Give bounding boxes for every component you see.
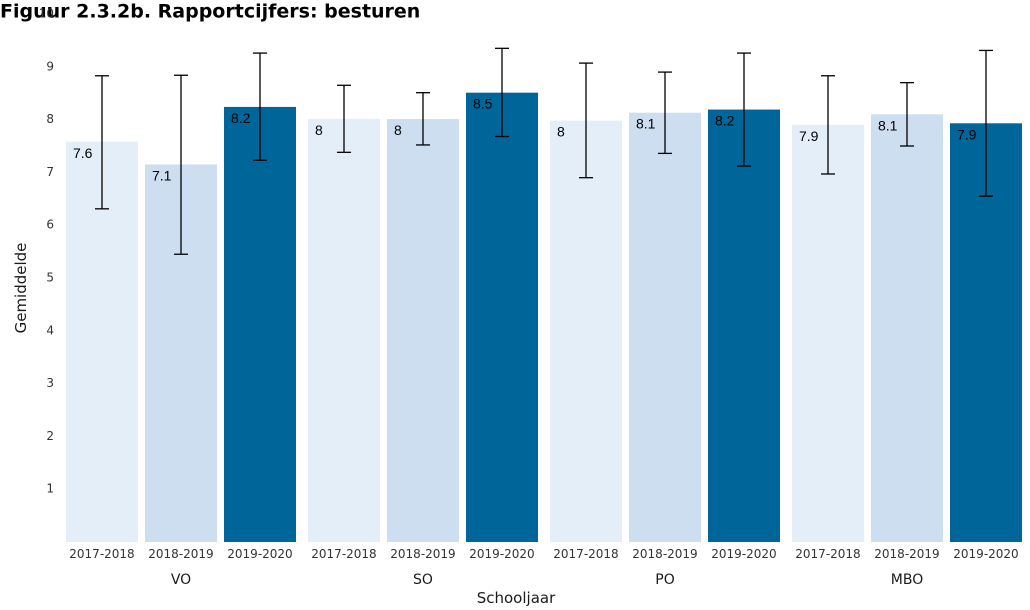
bar xyxy=(550,120,622,542)
data-label: 8 xyxy=(557,124,565,140)
data-label: 7.6 xyxy=(73,145,93,161)
data-label: 8.2 xyxy=(715,113,735,129)
bar xyxy=(466,92,538,542)
group-label: SO xyxy=(413,572,433,588)
x-tick-label: 2019-2020 xyxy=(711,547,776,561)
chart-title: Figuur 2.3.2b. Rapportcijfers: besturen xyxy=(0,1,420,23)
y-tick-label: 3 xyxy=(46,376,54,390)
y-tick-label: 8 xyxy=(46,112,54,126)
y-tick-label: 7 xyxy=(46,165,54,179)
x-tick-label: 2018-2019 xyxy=(148,547,213,561)
x-tick-label: 2017-2018 xyxy=(69,547,134,561)
y-tick-label: 2 xyxy=(46,429,54,443)
group-label: PO xyxy=(655,572,674,588)
y-tick-label: 5 xyxy=(46,271,54,285)
group-label: VO xyxy=(171,572,191,588)
data-label: 8 xyxy=(394,122,402,138)
bar xyxy=(308,119,380,543)
x-tick-label: 2017-2018 xyxy=(553,547,618,561)
x-tick-label: 2017-2018 xyxy=(311,547,376,561)
y-tick-label: 9 xyxy=(46,59,54,73)
x-axis-title: Schooljaar xyxy=(477,589,556,607)
bar xyxy=(224,106,296,542)
data-label: 8 xyxy=(315,122,323,138)
data-label: 7.9 xyxy=(957,126,977,142)
x-tick-label: 2018-2019 xyxy=(632,547,697,561)
data-label: 8.1 xyxy=(636,116,656,132)
x-tick-label: 2019-2020 xyxy=(469,547,534,561)
x-axis: 2017-2018 2018-2019 2019-2020 VO 2017-2018 20… xyxy=(69,547,1018,588)
y-axis: 1 2 3 4 5 6 7 8 9 10 xyxy=(39,7,54,496)
bar xyxy=(871,114,943,542)
bar xyxy=(387,119,459,543)
x-tick-label: 2017-2018 xyxy=(795,547,860,561)
bar xyxy=(792,124,864,542)
x-tick-label: 2018-2019 xyxy=(874,547,939,561)
data-labels: 7.6 7.1 8.2 8 8 8.5 8 8.1 8.2 7.9 8.1 7.9 xyxy=(73,96,977,184)
data-label: 8.5 xyxy=(473,96,493,112)
bar xyxy=(629,112,701,543)
bar xyxy=(708,109,780,543)
y-tick-label: 6 xyxy=(46,218,54,232)
data-label: 7.1 xyxy=(152,167,172,183)
group-label: MBO xyxy=(891,572,923,588)
y-tick-label: 10 xyxy=(39,7,54,21)
y-tick-label: 4 xyxy=(46,323,54,337)
y-axis-title: Gemiddelde xyxy=(12,243,30,334)
x-tick-label: 2018-2019 xyxy=(390,547,455,561)
data-label: 8.2 xyxy=(231,110,251,126)
x-tick-label: 2019-2020 xyxy=(227,547,292,561)
data-label: 8.1 xyxy=(878,117,898,133)
bars xyxy=(66,92,1022,543)
x-tick-label: 2019-2020 xyxy=(953,547,1018,561)
y-tick-label: 1 xyxy=(46,482,54,496)
error-bars xyxy=(95,47,993,255)
data-label: 7.9 xyxy=(799,128,819,144)
